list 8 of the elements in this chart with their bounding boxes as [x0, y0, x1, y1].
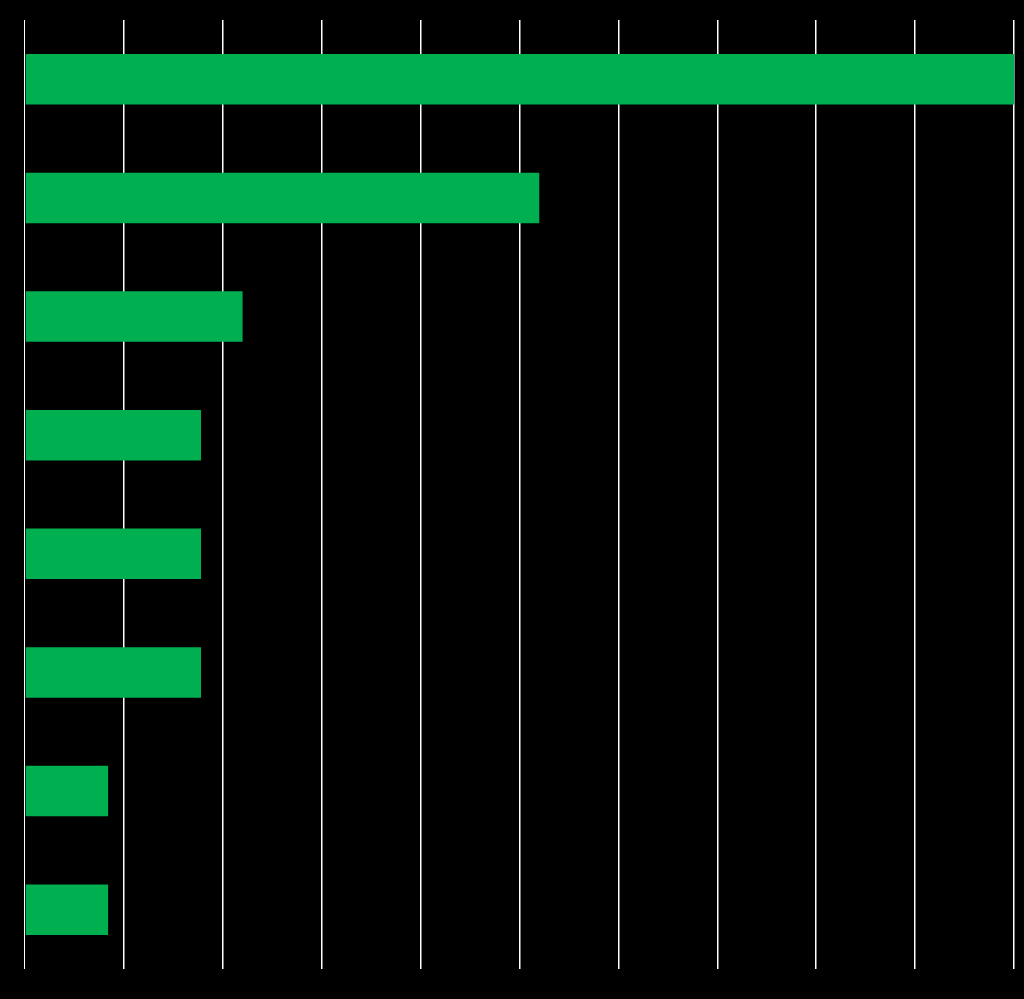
- bar: [25, 54, 1014, 105]
- bar: [25, 647, 202, 698]
- bar: [25, 528, 202, 580]
- bar: [25, 884, 109, 935]
- bar: [25, 765, 109, 817]
- bar: [25, 291, 243, 342]
- bar: [25, 409, 202, 461]
- bar: [25, 172, 540, 224]
